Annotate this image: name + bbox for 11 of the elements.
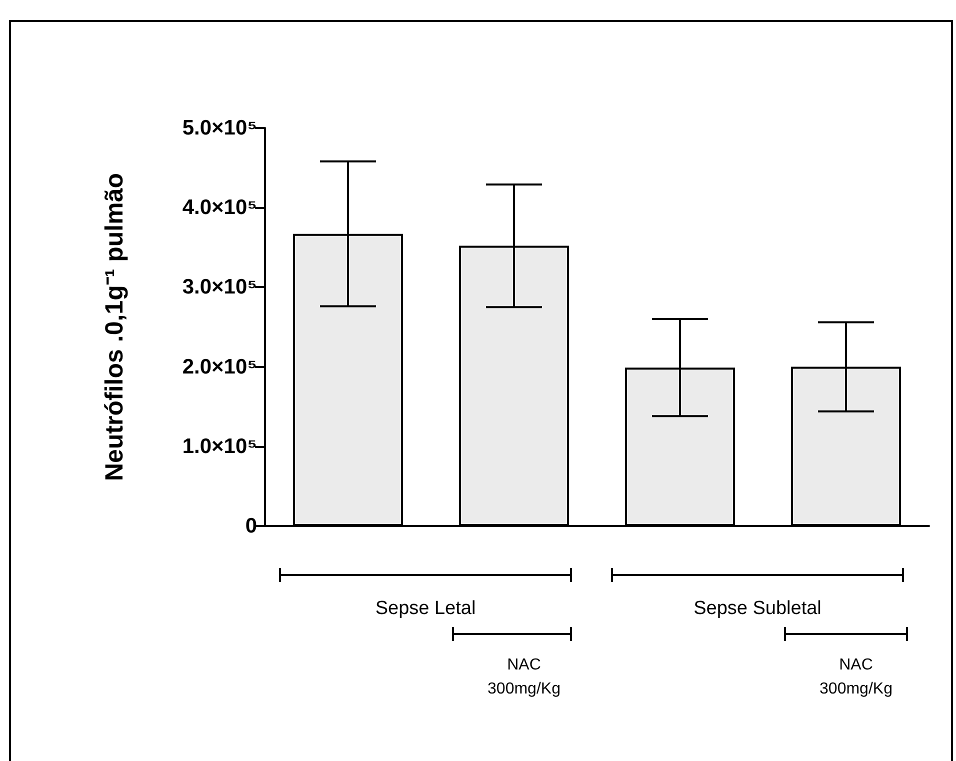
text: NAC 300mg/Kg <box>820 656 892 698</box>
y-tick-label: 2.0×10⁵ <box>182 355 257 378</box>
y-tick-label: 4.0×10⁵ <box>182 196 257 220</box>
y-tick-label: 1.0×10⁵ <box>182 434 257 458</box>
text: NAC 300mg/Kg <box>488 656 560 698</box>
y-tick-label: 0 <box>245 514 257 538</box>
text: Sepse Letal <box>375 598 476 619</box>
y-axis-title: Neutrófilos .0,1g⁻¹ pulmão <box>100 172 128 482</box>
y-tick-label: 3.0×10⁵ <box>182 276 257 299</box>
y-tick-label: 5.0×10⁵ <box>182 116 257 140</box>
text: Sepse Subletal <box>694 598 822 619</box>
